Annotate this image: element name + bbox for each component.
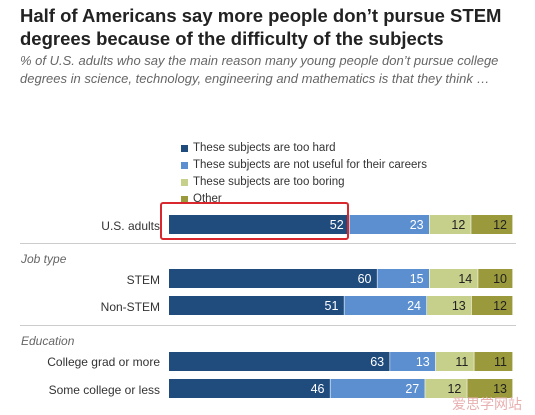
- bar-college-grad-other: [474, 352, 513, 371]
- section-label-education: Education: [21, 334, 75, 348]
- value-label-us-adults-other: 12: [493, 218, 507, 232]
- bar-non-stem-too-hard: [169, 296, 344, 315]
- chart-subtitle: % of U.S. adults who say the main reason…: [20, 53, 499, 86]
- bar-some-college-not-useful: [330, 379, 425, 398]
- value-label-us-adults-too-hard: 52: [330, 218, 344, 232]
- value-label-stem-not-useful: 15: [410, 272, 424, 286]
- divider-education: [20, 325, 516, 326]
- value-label-college-grad-other: 11: [494, 355, 507, 369]
- bar-some-college-too-hard: [169, 379, 330, 398]
- bar-college-grad-not-useful: [390, 352, 436, 371]
- highlight-box: [160, 202, 349, 240]
- section-label-job-type: Job type: [21, 252, 67, 266]
- legend-swatch-not-useful: [181, 162, 188, 169]
- legend-item-too-boring: These subjects are too boring: [181, 174, 427, 191]
- legend-item-not-useful: These subjects are not useful for their …: [181, 157, 427, 174]
- bar-us-adults-other: [471, 215, 513, 234]
- value-label-college-grad-too-boring: 11: [455, 355, 468, 369]
- bar-stem-too-hard: [169, 269, 377, 288]
- bar-stem-other: [478, 269, 513, 288]
- value-label-non-stem-not-useful: 24: [407, 299, 421, 313]
- row-label-stem: STEM: [126, 273, 160, 287]
- value-label-non-stem-other: 12: [493, 299, 507, 313]
- bar-college-grad-too-boring: [435, 352, 474, 371]
- value-label-some-college-too-hard: 46: [311, 382, 325, 396]
- legend-swatch-other: [181, 196, 188, 203]
- value-label-some-college-not-useful: 27: [405, 382, 419, 396]
- value-label-college-grad-not-useful: 13: [416, 355, 430, 369]
- value-label-some-college-too-boring: 12: [447, 382, 461, 396]
- value-label-college-grad-too-hard: 63: [370, 355, 384, 369]
- value-label-non-stem-too-boring: 13: [452, 299, 466, 313]
- watermark: 爱思学网站: [452, 396, 522, 412]
- bar-us-adults-too-hard: [169, 215, 350, 234]
- bar-some-college-other: [467, 379, 513, 398]
- row-label-us-adults: U.S. adults: [101, 219, 160, 233]
- row-label-non-stem: Non-STEM: [100, 300, 160, 314]
- value-label-stem-too-hard: 60: [358, 272, 372, 286]
- value-label-stem-other: 10: [493, 272, 507, 286]
- bar-college-grad-too-hard: [169, 352, 390, 371]
- value-label-us-adults-too-boring: 12: [451, 218, 465, 232]
- bar-stem-not-useful: [377, 269, 429, 288]
- bar-us-adults-too-boring: [429, 215, 471, 234]
- bar-non-stem-too-boring: [427, 296, 472, 315]
- row-label-some-college: Some college or less: [48, 383, 160, 397]
- legend-label-too-boring: These subjects are too boring: [193, 176, 345, 188]
- bar-non-stem-not-useful: [344, 296, 427, 315]
- legend-swatch-too-boring: [181, 179, 188, 186]
- bar-us-adults-not-useful: [349, 215, 430, 234]
- divider-job-type: [20, 243, 516, 244]
- bar-non-stem-other: [471, 296, 513, 315]
- legend-label-too-hard: These subjects are too hard: [193, 142, 336, 154]
- bar-stem-too-boring: [429, 269, 478, 288]
- value-label-stem-too-boring: 14: [458, 272, 472, 286]
- chart-title: Half of Americans say more people don’t …: [20, 5, 502, 49]
- value-label-non-stem-too-hard: 51: [325, 299, 339, 313]
- row-label-college-grad: College grad or more: [47, 355, 160, 369]
- value-label-us-adults-not-useful: 23: [410, 218, 424, 232]
- legend: These subjects are too hard These subjec…: [181, 140, 427, 208]
- bar-some-college-too-boring: [425, 379, 467, 398]
- legend-label-not-useful: These subjects are not useful for their …: [193, 159, 427, 171]
- legend-item-too-hard: These subjects are too hard: [181, 140, 427, 157]
- value-label-some-college-other: 13: [493, 382, 507, 396]
- legend-swatch-too-hard: [181, 145, 188, 152]
